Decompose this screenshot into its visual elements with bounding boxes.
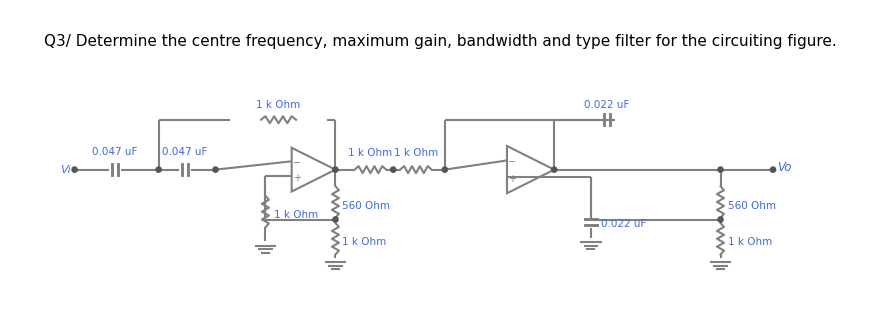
Text: 1 k Ohm: 1 k Ohm	[343, 237, 387, 247]
Text: +: +	[508, 174, 516, 184]
Text: 1 k Ohm: 1 k Ohm	[256, 100, 300, 110]
Text: 560 Ohm: 560 Ohm	[343, 200, 390, 210]
Circle shape	[442, 167, 448, 172]
Text: 1 k Ohm: 1 k Ohm	[728, 237, 772, 247]
Text: 0.047 uF: 0.047 uF	[162, 147, 208, 157]
Text: 0.022 uF: 0.022 uF	[602, 219, 647, 229]
Circle shape	[156, 167, 161, 172]
Circle shape	[333, 167, 338, 172]
Circle shape	[770, 167, 775, 172]
Text: −: −	[508, 157, 516, 167]
Text: Vi: Vi	[61, 165, 71, 175]
Circle shape	[718, 167, 723, 172]
Text: Vo: Vo	[777, 161, 792, 174]
Circle shape	[213, 167, 218, 172]
Text: −: −	[292, 158, 301, 168]
Text: 0.022 uF: 0.022 uF	[584, 100, 629, 110]
Text: 0.047 uF: 0.047 uF	[93, 147, 137, 157]
Circle shape	[333, 217, 338, 222]
Text: 1 k Ohm: 1 k Ohm	[348, 148, 393, 158]
Circle shape	[390, 167, 396, 172]
Text: 1 k Ohm: 1 k Ohm	[394, 148, 438, 158]
Text: 1 k Ohm: 1 k Ohm	[274, 210, 318, 220]
Circle shape	[718, 217, 723, 222]
Text: +: +	[292, 173, 301, 183]
Circle shape	[552, 167, 557, 172]
Text: 560 Ohm: 560 Ohm	[728, 200, 775, 210]
Circle shape	[72, 167, 78, 172]
Text: Q3/ Determine the centre frequency, maximum gain, bandwidth and type filter for : Q3/ Determine the centre frequency, maxi…	[44, 34, 837, 49]
